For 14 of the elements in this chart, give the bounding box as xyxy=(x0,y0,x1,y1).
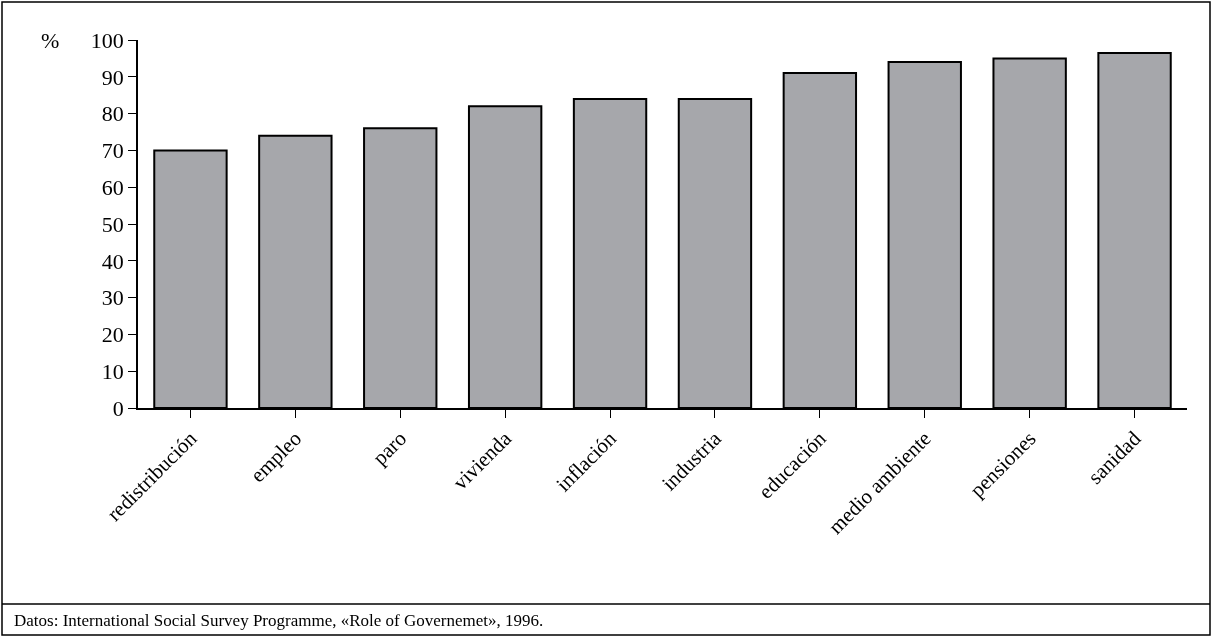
y-tick-label: 90 xyxy=(101,64,124,90)
y-tick-label: 80 xyxy=(101,101,124,127)
y-tick-label: 50 xyxy=(101,211,124,237)
y-tick-label: 0 xyxy=(112,395,124,421)
y-tick-label: 20 xyxy=(101,322,124,348)
y-tick-label: 10 xyxy=(101,358,124,384)
text: Datos: International Social Survey Programme, «Role of Governemet», 1996. xyxy=(14,611,544,630)
x-tick-label: paro xyxy=(367,426,412,470)
y-tick-label: 30 xyxy=(101,285,124,311)
y-axis-title: % xyxy=(41,28,60,53)
y-tick-label: 60 xyxy=(101,174,124,200)
y-tick-label: 70 xyxy=(101,138,124,164)
y-tick-label: 40 xyxy=(101,248,124,274)
y-tick-label: 100 xyxy=(90,27,124,53)
